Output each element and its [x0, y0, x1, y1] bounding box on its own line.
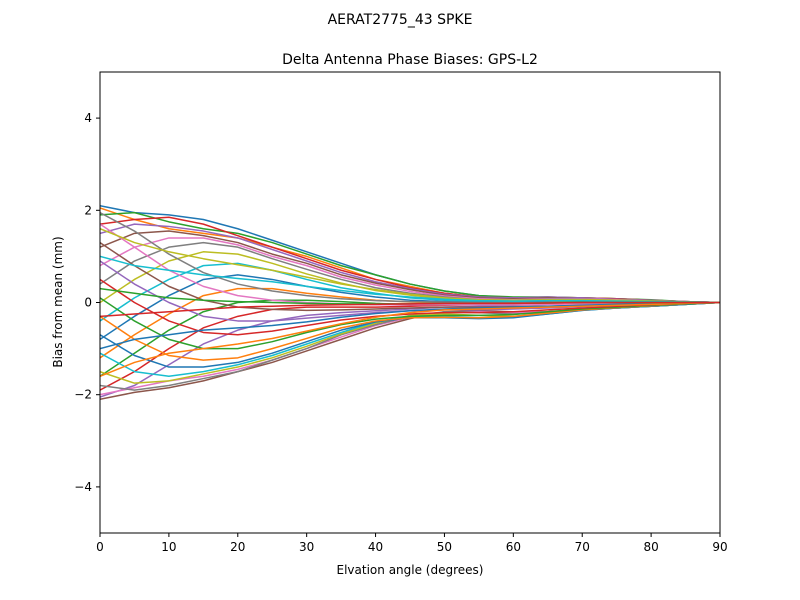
- x-tick-label: 70: [575, 540, 590, 554]
- x-tick-label: 20: [230, 540, 245, 554]
- x-axis-label: Elvation angle (degrees): [337, 563, 484, 577]
- x-tick-label: 10: [161, 540, 176, 554]
- series-line-32: [100, 301, 720, 377]
- y-tick-label: 4: [84, 111, 92, 125]
- x-tick-label: 90: [712, 540, 727, 554]
- series-line-31: [100, 301, 720, 350]
- x-tick-label: 50: [437, 540, 452, 554]
- x-axis: 0 10 20 30 40 50 60 70 80 90: [96, 533, 728, 554]
- chart-title: Delta Antenna Phase Biases: GPS-L2: [282, 52, 538, 68]
- series-line-24: [100, 278, 720, 336]
- y-tick-label: 2: [84, 203, 92, 217]
- series-line-30: [100, 255, 720, 304]
- series-group: [100, 204, 720, 401]
- y-axis-label: Bias from mean (mm): [51, 236, 65, 367]
- x-tick-label: 60: [506, 540, 521, 554]
- y-tick-label: −4: [74, 480, 92, 494]
- y-tick-label: 0: [84, 296, 92, 310]
- y-axis: −4 −2 0 2 4: [74, 111, 100, 494]
- x-tick-label: 0: [96, 540, 104, 554]
- x-tick-label: 30: [299, 540, 314, 554]
- series-line-27: [100, 223, 720, 306]
- series-line-29: [100, 228, 720, 304]
- x-tick-label: 80: [643, 540, 658, 554]
- y-tick-label: −2: [74, 388, 92, 402]
- x-tick-label: 40: [368, 540, 383, 554]
- series-line-34: [100, 301, 720, 318]
- figure-suptitle: AERAT2775_43 SPKE: [328, 12, 473, 28]
